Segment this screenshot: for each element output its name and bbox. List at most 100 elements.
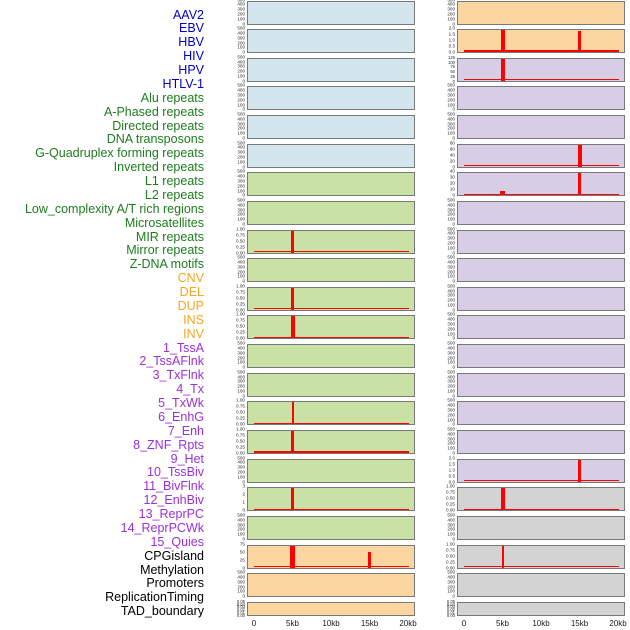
y-tick-label: 200 [237,154,245,160]
track-plot-microsatellites [247,430,415,455]
y-tick-label: 500 [237,140,245,146]
y-tick-label: 400 [447,87,455,93]
y-tick-label: 0.0 [448,479,455,485]
track-label-alu-repeats: Alu repeats [140,90,204,105]
y-tick-label: 0 [452,164,455,170]
y-tick-label: 100 [237,474,245,480]
y-tick-label: 400 [237,574,245,580]
y-tick-label: 200 [237,527,245,533]
track-label-5-txwk: 5_TxWk [158,396,204,411]
y-tick-label: 0 [242,164,245,170]
y-tick-label: 500 [447,283,455,289]
y-tick-label: 500 [237,83,245,89]
track-plot-a-phased-repeats [247,200,415,225]
y-tick-label: 0.00 [236,612,245,618]
y-tick-label: 400 [447,259,455,265]
x-tick-label: 15kb [360,619,379,628]
y-tick-label: 300 [237,579,245,585]
y-tick-label: 400 [447,231,455,237]
track-label-directed-repeats: Directed repeats [112,118,204,133]
y-tick-label: 400 [447,202,455,208]
y-tick-label: 40 [449,152,455,158]
y-axis-ticks: 1.00 0.75 0.50 0.25 0.00 [219,227,245,255]
track-label-microsatellites: Microsatellites [124,215,204,230]
y-tick-label: 500 [429,0,455,3]
y-tick-label: 500 [237,369,245,375]
track-plot-low-complexity-a-t-rich-regions [247,401,415,426]
y-tick-label: 0 [242,49,245,55]
y-tick-label: 300 [237,35,245,41]
y-axis-ticks: 75 50 25 0 [219,542,245,570]
y-tick-label: 0 [452,422,455,428]
track-plot-promoters [457,544,625,569]
track-plot-ins [457,0,625,25]
y-tick-label: 0.75 [236,318,245,324]
y-tick-label: 0.50 [236,324,245,330]
y-tick-label: 3 [242,484,245,489]
y-tick-label: 400 [237,374,245,380]
track-plot-hpv [247,115,415,140]
y-tick-label: 40 [449,169,455,175]
y-tick-label: 200 [237,383,245,389]
y-tick-label: 0.50 [236,295,245,301]
y-tick-label: 0.00 [236,336,245,342]
track-label-dna-transposons: DNA transposons [106,132,204,147]
track-plot-g-quadruplex-forming-repeats [247,286,415,311]
y-tick-label: 300 [447,379,455,385]
signal-spike [577,173,582,196]
x-tick-label: 5kb [496,619,509,628]
y-tick-label: 0.50 [236,238,245,244]
y-tick-label: 400 [237,87,245,93]
y-tick-label: 100 [447,417,455,423]
y-tick-label: 500 [237,340,245,346]
y-tick-label: 0.75 [236,432,245,438]
y-tick-label: 0.75 [446,490,455,495]
y-tick-label: 0.0 [448,49,455,55]
signal-spike [290,545,295,568]
x-tick-label: 5kb [286,619,299,628]
y-tick-label: 0 [242,593,245,599]
y-tick-label: 50 [450,69,455,75]
track-plot-hiv [247,86,415,111]
y-tick-label: 100 [237,159,245,165]
y-tick-label: 0 [452,193,455,199]
track-plot-dna-transposons [247,258,415,283]
y-tick-label: 100 [237,102,245,108]
y-axis-ticks: 1.00 0.75 0.50 0.25 0.00 [429,542,455,570]
track-label-10-tssbiv: 10_TssBiv [147,465,204,480]
y-tick-label: 400 [447,402,455,408]
y-tick-label: 300 [447,121,455,127]
track-plot-5-txwk [457,172,625,197]
y-tick-label: 0 [452,278,455,284]
y-tick-label: 500 [237,569,245,575]
track-plot-4-tx [457,143,625,168]
y-tick-label: 100 [447,130,455,136]
y-tick-label: 500 [447,254,455,260]
y-tick-label: 2.0 [448,25,455,31]
y-tick-label: 0 [452,336,455,342]
y-tick-label: 400 [447,345,455,351]
y-axis-ticks: 1.00 0.75 0.50 0.25 0.00 [219,313,245,342]
y-tick-label: 0 [242,508,245,513]
y-tick-label: 100 [237,360,245,366]
y-tick-label: 0 [452,21,455,27]
y-axis-ticks: 0.05 0.04 0.03 0.02 0.01 0.00 [219,599,245,618]
y-tick-label: 100 [237,274,245,280]
y-tick-label: 500 [447,426,455,432]
track-label-4-tx: 4_Tx [176,382,204,397]
y-tick-label: 100 [447,589,455,595]
track-label-a-phased-repeats: A-Phased repeats [103,104,204,119]
y-tick-label: 1.00 [236,398,245,404]
y-axis-ticks: 0.05 0.04 0.03 0.02 0.01 0.00 [429,599,455,617]
y-axis-ticks: 40 30 20 10 0 [429,169,455,199]
y-tick-label: 0 [242,107,245,113]
y-tick-label: 200 [447,355,455,361]
